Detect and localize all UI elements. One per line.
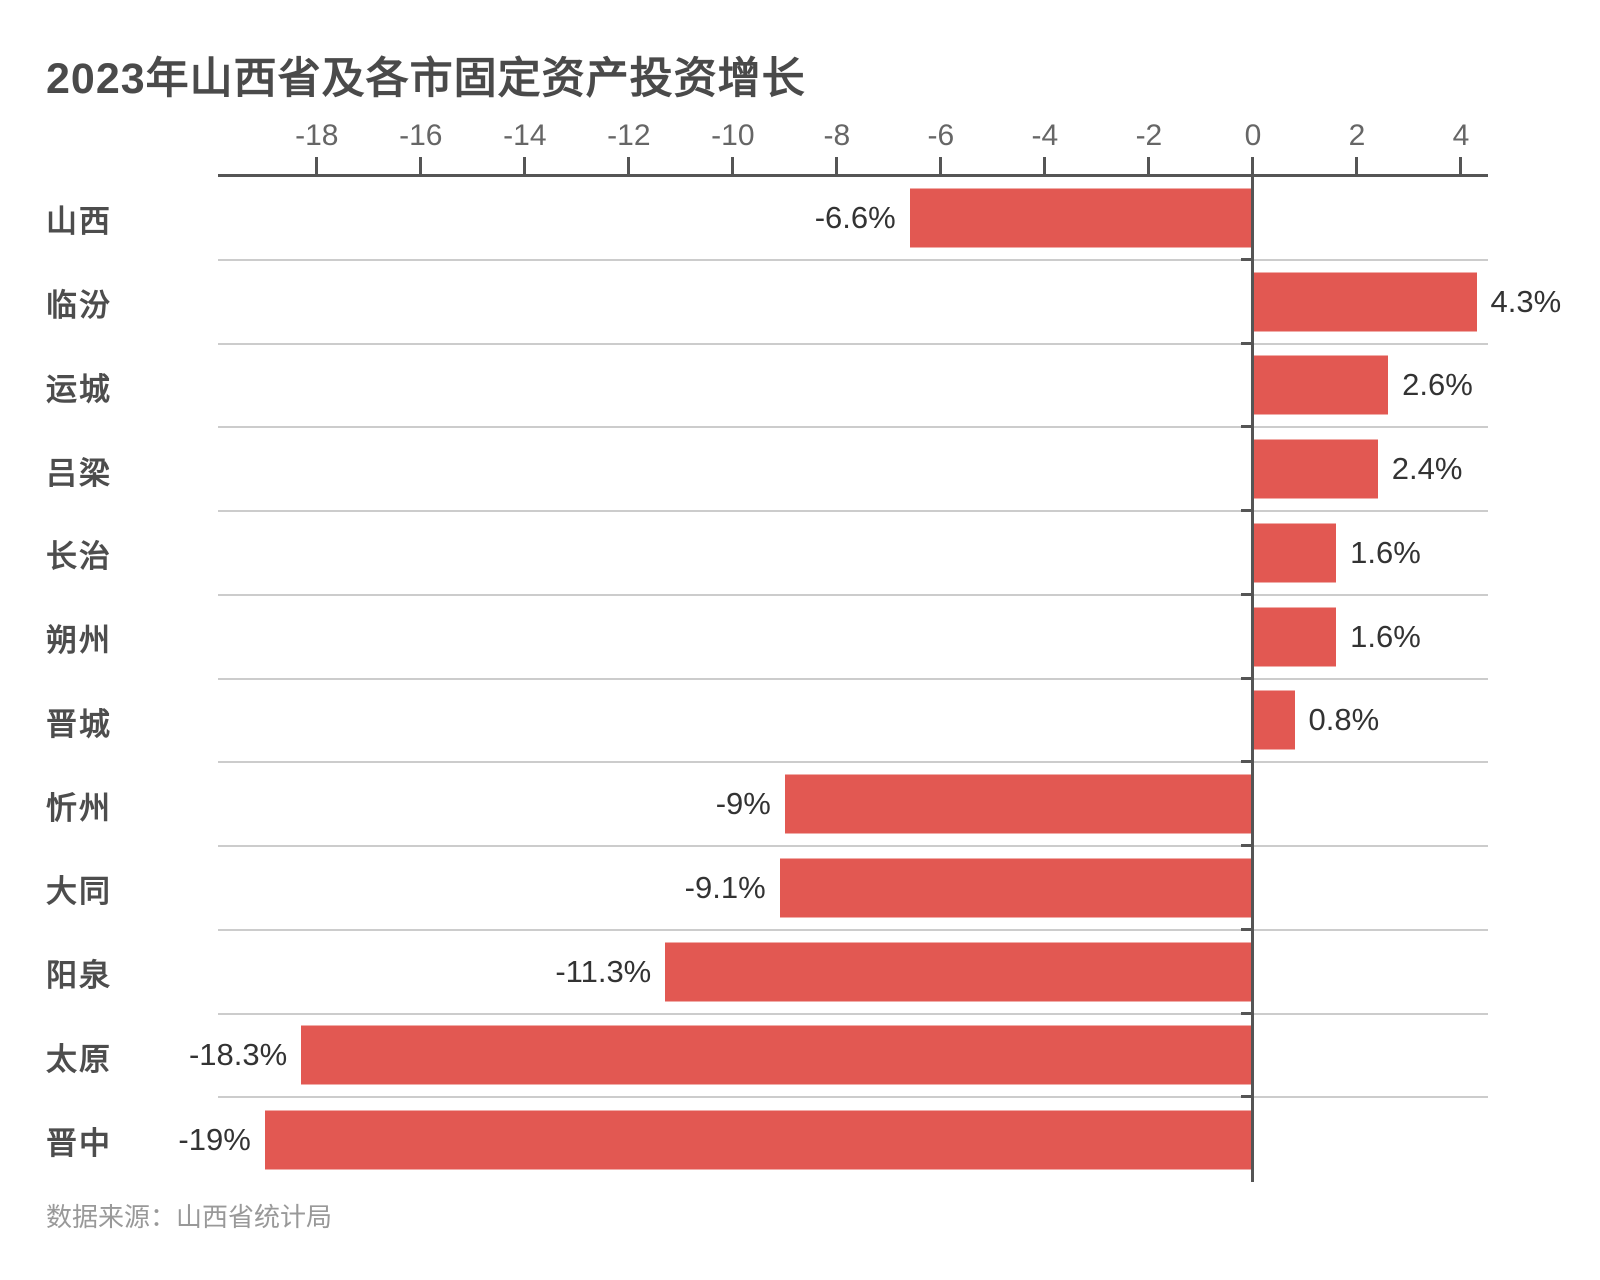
value-label: 4.3%	[1490, 283, 1562, 319]
zero-axis-tick	[1240, 676, 1253, 680]
x-tick-mark	[627, 157, 631, 174]
zero-axis-tick	[1240, 257, 1253, 261]
bar-大同	[779, 858, 1253, 918]
zero-axis-tick	[1240, 341, 1253, 345]
category-label-太原: 太原	[46, 1041, 112, 1077]
value-label: -11.3%	[555, 953, 652, 989]
bar-山西	[909, 188, 1253, 248]
x-tick-label: -12	[607, 119, 651, 152]
x-tick-label: -10	[711, 119, 755, 152]
value-label: 2.6%	[1402, 367, 1473, 403]
x-tick-mark	[731, 157, 735, 174]
x-tick-mark	[939, 157, 943, 174]
chart-row: 0.8%	[218, 680, 1488, 764]
bar-吕梁	[1252, 439, 1378, 499]
bar-rows: -6.6% 4.3% 2.6% 2.4% 1.6% 1.6% 0.8% -9% -9.1% -11…	[178, 177, 1561, 1182]
value-label: -9.1%	[684, 869, 766, 905]
value-label: -18.3%	[188, 1037, 288, 1073]
category-labels: 山西临汾运城吕梁长治朔州晋城忻州大同阳泉太原晋中	[46, 177, 211, 1182]
source-note: 数据来源：山西省统计局	[46, 1202, 333, 1232]
value-label: -19%	[178, 1122, 251, 1158]
x-tick-mark	[835, 157, 839, 174]
category-label-晋中: 晋中	[46, 1125, 112, 1161]
category-label-忻州: 忻州	[46, 790, 112, 826]
value-label: 1.6%	[1350, 534, 1421, 570]
x-tick-mark	[315, 157, 319, 174]
category-label-长治: 长治	[46, 539, 112, 575]
x-tick-mark	[1147, 157, 1151, 174]
category-label-吕梁: 吕梁	[46, 455, 112, 491]
zero-axis-tick	[1240, 592, 1253, 596]
value-label: 1.6%	[1350, 618, 1421, 654]
value-label: -9%	[715, 786, 771, 822]
zero-axis-tick	[1240, 760, 1253, 764]
value-label: -6.6%	[814, 199, 896, 235]
bar-阳泉	[665, 942, 1253, 1002]
zero-axis-tick	[1240, 1095, 1253, 1099]
bar-长治	[1252, 523, 1337, 583]
x-tick-label: -16	[399, 119, 443, 152]
zero-axis-tick	[1240, 844, 1253, 847]
chart-row: -9.1%	[218, 847, 1488, 931]
x-tick-label: -14	[503, 119, 547, 152]
chart-row: -6.6%	[218, 177, 1488, 261]
x-tick-mark	[419, 157, 423, 174]
x-tick-mark	[1459, 157, 1463, 174]
chart-row: 2.6%	[218, 345, 1488, 429]
zero-axis-line	[1251, 165, 1255, 1182]
x-axis-tick-labels: -18 -16 -14 -12 -10 -8 -6 -4 -2 0 2 4	[218, 116, 1488, 156]
x-tick-label: 0	[1244, 119, 1262, 152]
x-tick-label: -8	[823, 119, 851, 152]
category-label-运城: 运城	[46, 371, 112, 407]
chart-row: 2.4%	[218, 428, 1488, 512]
bar-太原	[301, 1025, 1253, 1085]
bar-晋城	[1252, 690, 1295, 750]
zero-axis-tick	[1240, 509, 1253, 512]
chart-row: 4.3%	[218, 261, 1561, 345]
category-label-阳泉: 阳泉	[46, 958, 112, 994]
category-label-朔州: 朔州	[46, 623, 112, 659]
bar-朔州	[1252, 607, 1337, 667]
value-label: 0.8%	[1308, 702, 1380, 738]
x-tick-label: -4	[1031, 119, 1059, 152]
bar-晋中	[264, 1110, 1253, 1170]
chart-row: 1.6%	[218, 596, 1488, 680]
x-tick-mark	[1043, 157, 1047, 174]
x-tick-mark	[1355, 157, 1359, 174]
category-label-临汾: 临汾	[46, 288, 112, 324]
x-tick-label: 4	[1452, 119, 1470, 152]
category-label-山西: 山西	[46, 204, 112, 240]
category-label-大同: 大同	[46, 874, 112, 910]
chart-row: -11.3%	[218, 931, 1488, 1015]
bar-运城	[1252, 355, 1389, 415]
x-tick-label: 2	[1348, 119, 1366, 152]
category-label-晋城: 晋城	[46, 706, 112, 742]
chart-row: -18.3%	[189, 1015, 1488, 1099]
chart-title: 2023年山西省及各市固定资产投资增长	[46, 55, 806, 103]
chart-row: 1.6%	[218, 512, 1488, 596]
x-axis-line	[218, 174, 1488, 177]
x-tick-label: -2	[1135, 119, 1163, 152]
zero-axis-tick	[1240, 1011, 1253, 1015]
x-tick-mark	[523, 157, 527, 174]
x-tick-label: -18	[295, 119, 339, 152]
bar-临汾	[1252, 272, 1477, 332]
plot-area: -6.6% 4.3% 2.6% 2.4% 1.6% 1.6% 0.8% -9% -9.1% -11…	[178, 157, 1561, 1182]
zero-axis-tick	[1240, 927, 1253, 931]
x-tick-label: -6	[927, 119, 955, 152]
chart-row: -19%	[178, 1098, 1488, 1182]
bar-忻州	[784, 774, 1253, 834]
value-label: 2.4%	[1391, 451, 1463, 487]
chart-row: -9%	[218, 763, 1488, 847]
zero-axis-tick	[1240, 425, 1253, 429]
